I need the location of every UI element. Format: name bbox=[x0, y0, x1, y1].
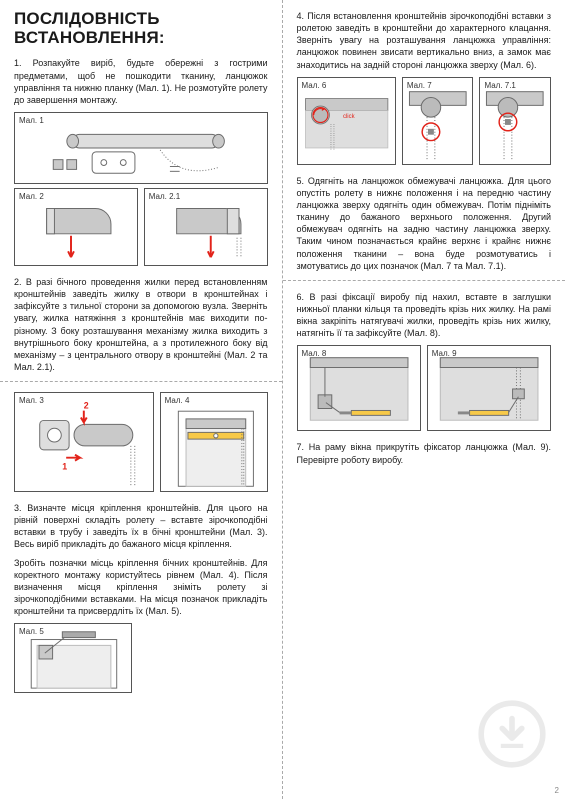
figure-2-1: Мал. 2.1 bbox=[144, 188, 268, 266]
figure-6: Мал. 6 click bbox=[297, 77, 396, 165]
figure-1-label: Мал. 1 bbox=[19, 116, 44, 125]
figure-7-1-label: Мал. 7.1 bbox=[484, 81, 515, 90]
page-title: ПОСЛІДОВНІСТЬ ВСТАНОВЛЕННЯ: bbox=[14, 10, 268, 47]
figure-3: Мал. 3 2 1 bbox=[14, 392, 154, 492]
step-4-text: 4. Після встановлення кронштейнів зірочк… bbox=[297, 10, 552, 71]
step-1-text: 1. Розпакуйте виріб, будьте обережні з г… bbox=[14, 57, 268, 106]
step-3b-text: Зробіть позначки місць кріплення бічних … bbox=[14, 557, 268, 618]
svg-text:1: 1 bbox=[62, 462, 67, 472]
figure-6-label: Мал. 6 bbox=[302, 81, 327, 90]
figure-2: Мал. 2 bbox=[14, 188, 138, 266]
figure-7: Мал. 7 bbox=[402, 77, 474, 165]
step-5-text: 5. Одягніть на ланцюжок обмежувачі ланцю… bbox=[297, 175, 552, 272]
figure-8: Мал. 8 bbox=[297, 345, 421, 431]
step-2-text: 2. В разі бічного проведення жилки перед… bbox=[14, 276, 268, 373]
figure-9: Мал. 9 bbox=[427, 345, 551, 431]
figure-7-label: Мал. 7 bbox=[407, 81, 432, 90]
figure-8-label: Мал. 8 bbox=[302, 349, 327, 358]
figure-5-label: Мал. 5 bbox=[19, 627, 44, 636]
figure-1: Мал. 1 bbox=[14, 112, 268, 184]
figure-2-label: Мал. 2 bbox=[19, 192, 44, 201]
figure-9-label: Мал. 9 bbox=[432, 349, 457, 358]
step-6-text: 6. В разі фіксації виробу під нахил, вст… bbox=[297, 291, 552, 340]
step-3a-text: 3. Визначте місця кріплення кронштейнів.… bbox=[14, 502, 268, 551]
figure-5: Мал. 5 bbox=[14, 623, 132, 693]
step-7-text: 7. На раму вікна прикрутіть фіксатор лан… bbox=[297, 441, 552, 465]
click-label: click bbox=[342, 114, 354, 120]
figure-4: Мал. 4 bbox=[160, 392, 268, 492]
figure-7-1: Мал. 7.1 bbox=[479, 77, 551, 165]
svg-text:2: 2 bbox=[84, 401, 89, 411]
figure-3-label: Мал. 3 bbox=[19, 396, 44, 405]
figure-4-label: Мал. 4 bbox=[165, 396, 190, 405]
figure-2-1-label: Мал. 2.1 bbox=[149, 192, 180, 201]
page-number: 2 bbox=[555, 786, 559, 795]
